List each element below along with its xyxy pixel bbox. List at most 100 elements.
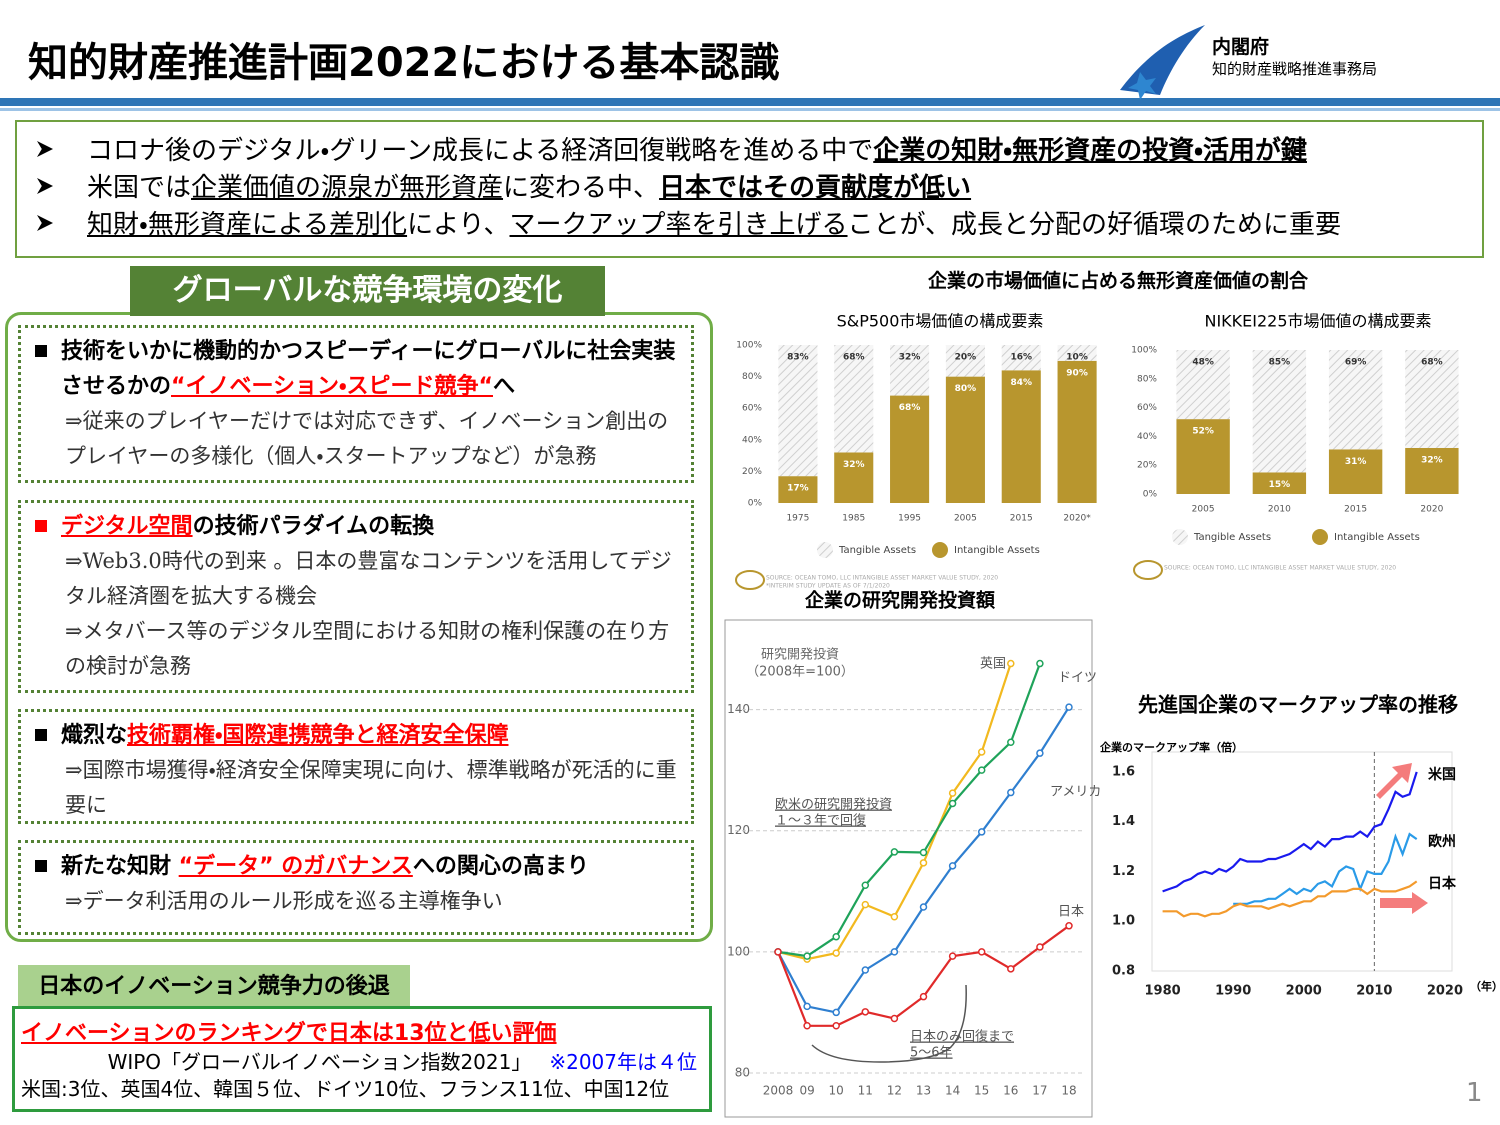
legend-swatch	[817, 542, 833, 558]
point	[1036, 943, 1044, 951]
series-line	[1162, 771, 1418, 893]
source-text: SOURCE: OCEAN TOMO, LLC INTANGIBLE ASSET…	[766, 575, 998, 582]
item-body: ⇒Web3.0時代の到来 。日本の豊富なコンテンツを活用してデジタル経済圏を拡大…	[65, 549, 672, 608]
y-axis-label: 企業のマークアップ率（倍）	[1099, 740, 1243, 754]
x-tick-label: 2020*	[1063, 514, 1091, 524]
point	[861, 881, 870, 889]
point	[774, 948, 782, 956]
y-axis-label: （2008年=100）	[746, 665, 854, 680]
value-label: 17%	[787, 484, 809, 494]
trend-arrow	[1380, 892, 1428, 914]
bullet: 米国では企業価値の源泉が無形資産に変わる中、日本ではその貢献度が低い	[37, 167, 972, 204]
x-tick-label: 12	[887, 1084, 902, 1098]
text-run: マークアップ率を引き上げる	[509, 210, 848, 240]
text-run: コロナ後のデジタル・グリーン成長による経済回復戦略を進める中で	[87, 136, 874, 166]
annotation: 欧米の研究開発投資	[775, 797, 892, 813]
y-tick-label: 1.4	[1112, 814, 1135, 829]
annotation: 5～6年	[910, 1046, 953, 1061]
y-tick-label: 0%	[748, 499, 763, 509]
value-label: 80%	[955, 384, 977, 394]
text-run: への関心の高まり	[412, 854, 589, 879]
bar-segment	[1328, 350, 1383, 450]
ranking-headline: イノベーションのランキングで日本は13位と低い評価	[21, 1021, 557, 1046]
point	[948, 952, 957, 960]
value-label: 68%	[1421, 358, 1443, 368]
logo-swoosh	[1120, 25, 1205, 95]
y-tick-label: 1.0	[1112, 914, 1135, 929]
y-tick-label: 0%	[1143, 490, 1158, 500]
chart-subtitle: S&P500市場価値の構成要素	[837, 312, 1044, 331]
series-label: ドイツ	[1058, 671, 1097, 686]
panel-item: デジタル空間の技術パラダイムの転換 ⇒Web3.0時代の到来 。日本の豊富なコンテ…	[18, 500, 694, 693]
y-tick-label: 60%	[742, 404, 762, 414]
value-label: 85%	[1269, 358, 1291, 368]
panel-title: グローバルな競争環境の変化	[130, 266, 605, 316]
point	[803, 1002, 811, 1011]
x-tick-label: 2000	[1286, 984, 1322, 999]
value-label: 32%	[843, 460, 865, 470]
chart-title: 企業の研究開発投資額	[805, 589, 996, 612]
item-heading: デジタル空間の技術パラダイムの転換	[61, 509, 683, 544]
series-line	[1233, 832, 1418, 905]
bar-segment	[1405, 447, 1459, 494]
x-tick-label: 17	[1032, 1084, 1047, 1098]
bullet: コロナ後のデジタル・グリーン成長による経済回復戦略を進める中で企業の知財・無形資…	[37, 130, 1307, 167]
chart-frame	[724, 619, 1093, 1118]
x-tick-label: 2015	[1010, 514, 1033, 524]
text-run: “イノベーション・スピード競争“	[171, 374, 493, 399]
key-points: コロナ後のデジタル・グリーン成長による経済回復戦略を進める中で企業の知財・無形資…	[15, 120, 1484, 258]
item-body: ⇒国際市場獲得・経済安全保障実現に向け、標準戦略が死活的に重要に	[65, 758, 677, 817]
y-tick-label: 100%	[1131, 346, 1157, 356]
point	[1007, 738, 1015, 747]
source-text: SOURCE: OCEAN TOMO, LLC INTANGIBLE ASSET…	[1164, 565, 1396, 572]
point	[890, 948, 899, 956]
item-marker	[35, 520, 47, 532]
point	[948, 862, 957, 870]
x-tick-label: 2020	[1420, 505, 1443, 515]
text-run: に変わる中、	[503, 173, 660, 203]
bar-segment	[1057, 345, 1097, 361]
bar-segment	[945, 345, 985, 377]
text-run: 企業の知財・無形資産の投資・活用が鍵	[873, 136, 1307, 166]
x-tick-label: 1995	[898, 514, 921, 524]
y-tick-label: 40%	[742, 435, 762, 445]
value-label: 32%	[899, 353, 921, 363]
x-tick-label: 10	[829, 1084, 844, 1098]
series-label: アメリカ	[1050, 785, 1101, 800]
y-tick-label: 20%	[742, 467, 762, 477]
y-axis-label: 研究開発投資	[761, 647, 839, 663]
x-tick-label: 1980	[1144, 984, 1180, 999]
series-label: 欧州	[1428, 833, 1456, 850]
point	[832, 949, 840, 957]
point	[832, 1022, 840, 1030]
panel-item: 熾烈な技術覇権・国際連携競争と経済安全保障 ⇒国際市場獲得・経済安全保障実現に向け…	[18, 709, 694, 824]
text-run: の技術パラダイムの転換	[192, 514, 435, 539]
y-tick-label: 20%	[1137, 461, 1157, 471]
point	[832, 1008, 840, 1017]
point	[803, 1022, 811, 1030]
ranking-note: ※2007年は４位	[549, 1050, 697, 1074]
series-line	[777, 663, 1041, 958]
x-tick-label: 2010	[1268, 505, 1291, 515]
point	[977, 766, 986, 774]
text-run: 日本ではその貢献度が低い	[659, 173, 972, 203]
legend-label: Intangible Assets	[954, 545, 1040, 556]
legend-label: Tangible Assets	[1193, 532, 1271, 543]
ranking-box: イノベーションのランキングで日本は13位と低い評価 WIPO「グローバルイノベー…	[12, 1006, 712, 1112]
point	[919, 859, 928, 867]
point	[1065, 703, 1073, 711]
legend-swatch	[932, 542, 948, 558]
item-heading: 熾烈な技術覇権・国際連携競争と経済安全保障	[61, 718, 683, 753]
value-label: 16%	[1010, 353, 1032, 363]
y-tick-label: 80%	[1137, 374, 1157, 384]
series-line	[776, 924, 1070, 1027]
value-label: 32%	[1421, 455, 1443, 465]
org-sub: 知的財産戦略推進事務局	[1212, 60, 1378, 78]
x-tick-label: 2010	[1356, 984, 1392, 999]
item-heading: 技術をいかに機動的かつスピーディーにグローバルに社会実装させるかの“イノベーショ…	[61, 334, 683, 404]
point	[977, 948, 986, 956]
item-marker	[35, 729, 47, 741]
bar-segment	[945, 376, 985, 503]
bar-segment	[1057, 360, 1097, 503]
